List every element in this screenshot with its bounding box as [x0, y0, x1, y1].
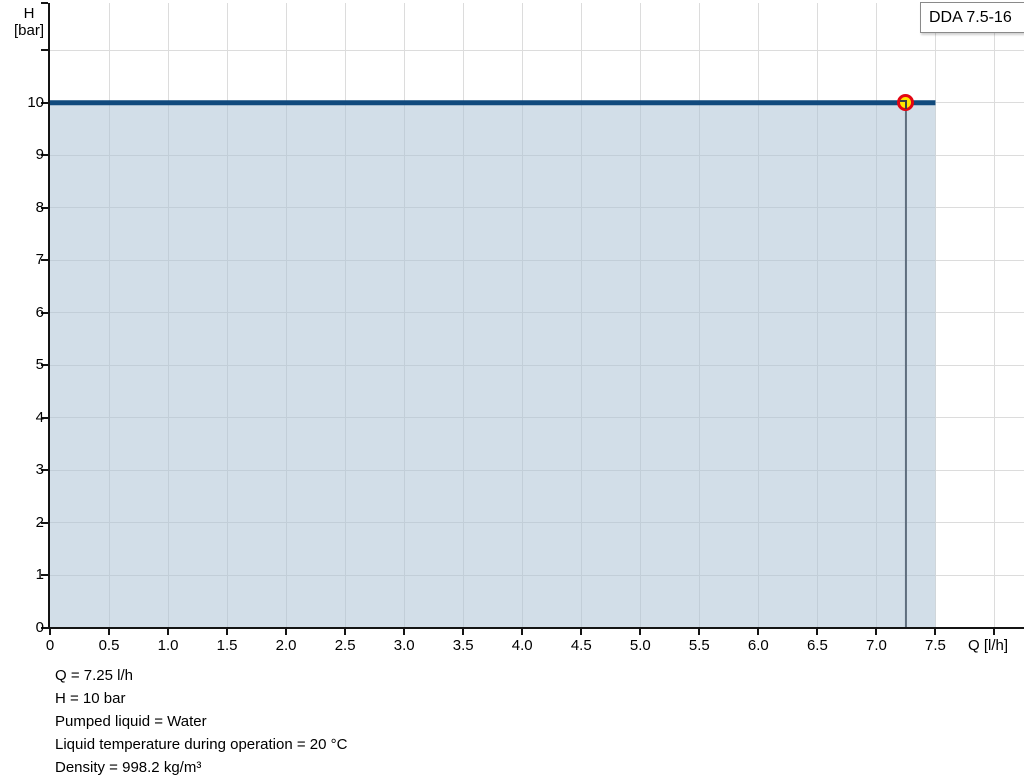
y-tick-label: 3 — [35, 461, 44, 479]
x-tick-label: 0.5 — [98, 637, 120, 654]
x-tick — [49, 629, 51, 635]
y-tick — [41, 154, 48, 157]
footer-head: H = 10 bar — [55, 690, 126, 707]
x-tick-label: 5.0 — [629, 637, 651, 654]
y-tick-label: 5 — [35, 356, 44, 374]
x-tick-label: 2.0 — [275, 637, 297, 654]
gridline-vertical — [993, 3, 995, 628]
x-tick — [816, 629, 819, 635]
y-axis-end-tick — [41, 2, 48, 4]
x-axis-title: Q [l/h] — [968, 637, 1009, 654]
x-tick-label: 4.0 — [511, 637, 533, 654]
x-tick — [462, 629, 465, 635]
y-tick-label: 10 — [27, 93, 44, 111]
x-tick-label: 1.0 — [157, 637, 179, 654]
y-tick — [41, 101, 48, 104]
y-tick-label: 2 — [35, 513, 44, 531]
x-tick — [521, 629, 524, 635]
operating-point-marker[interactable] — [897, 94, 915, 112]
x-tick-label: 3.5 — [452, 637, 474, 654]
x-tick-label: 2.5 — [334, 637, 356, 654]
x-tick-label: 0 — [45, 637, 55, 654]
y-tick-label: 8 — [35, 198, 44, 216]
y-axis-title-unit: [bar] — [13, 22, 44, 39]
y-tick — [41, 259, 48, 262]
x-tick — [285, 629, 288, 635]
y-axis-line — [48, 3, 50, 629]
y-tick — [41, 627, 48, 629]
y-tick — [41, 574, 48, 577]
footer-density: Density = 998.2 kg/m³ — [55, 759, 202, 776]
x-tick — [639, 629, 642, 635]
y-tick — [41, 311, 48, 314]
x-tick-label: 7.0 — [865, 637, 887, 654]
gridline-horizontal — [50, 49, 1024, 51]
x-tick — [993, 629, 996, 635]
x-tick — [226, 629, 229, 635]
curve-fill-area — [50, 102, 936, 628]
y-tick-label: 1 — [35, 566, 44, 584]
y-tick-label: 0 — [35, 619, 44, 636]
x-tick — [580, 629, 583, 635]
y-tick — [41, 416, 48, 419]
x-tick-label: 6.0 — [747, 637, 769, 654]
x-tick-label: 6.5 — [806, 637, 828, 654]
y-tick-label: 6 — [35, 303, 44, 321]
y-tick — [41, 469, 48, 472]
x-tick — [757, 629, 760, 635]
x-tick-label: 5.5 — [688, 637, 710, 654]
x-tick-label: 3.0 — [393, 637, 415, 654]
footer-pumped-liquid: Pumped liquid = Water — [55, 713, 207, 730]
chart-footer: Q = 7.25 l/h H = 10 bar Pumped liquid = … — [55, 664, 347, 779]
series-label-box: DDA 7.5-16 — [920, 2, 1024, 33]
y-tick — [41, 49, 48, 52]
footer-liquid-temperature: Liquid temperature during operation = 20… — [55, 736, 348, 753]
y-axis-title-symbol: H — [23, 5, 35, 22]
x-axis-line — [48, 627, 1024, 629]
x-tick-label: 4.5 — [570, 637, 592, 654]
y-tick-label: 9 — [35, 146, 44, 164]
x-tick — [167, 629, 170, 635]
y-axis-title: H [bar] — [8, 5, 50, 39]
footer-flow: Q = 7.25 l/h — [55, 667, 133, 684]
x-tick-label: 7.5 — [925, 637, 946, 654]
y-tick-label: 4 — [35, 408, 44, 426]
x-tick — [108, 629, 111, 635]
x-tick — [344, 629, 347, 635]
y-tick — [41, 206, 48, 209]
x-tick-label: 1.5 — [216, 637, 238, 654]
x-tick — [698, 629, 701, 635]
x-tick — [403, 629, 406, 635]
y-tick — [41, 521, 48, 524]
x-tick — [934, 629, 937, 635]
y-tick-label: 7 — [35, 251, 44, 269]
y-tick — [41, 364, 48, 367]
series-label: DDA 7.5-16 — [929, 9, 1012, 26]
marker-crosshair-notch — [900, 100, 908, 110]
x-tick — [875, 629, 878, 635]
